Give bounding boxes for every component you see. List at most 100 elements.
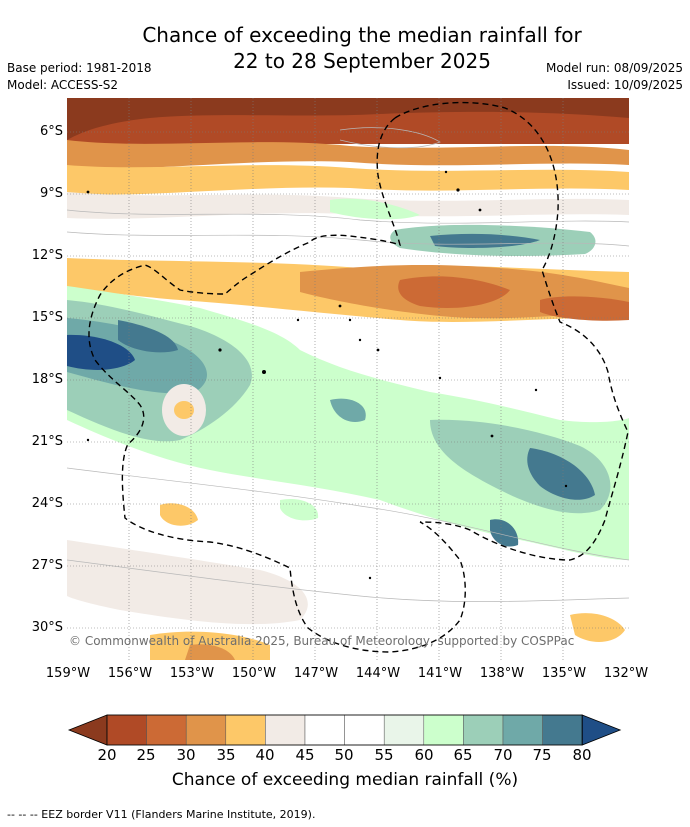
lat-label-24s: 24°S [31, 496, 63, 511]
lat-label-6s: 6°S [39, 124, 63, 139]
eez-footnote: -- -- -- EEZ border V11 (Flanders Marine… [7, 808, 316, 821]
colorbar-segment [185, 714, 227, 746]
colorbar-tick-75: 75 [532, 746, 552, 764]
colorbar-segment [225, 714, 266, 746]
dry-band-north-edge [67, 140, 629, 169]
island [438, 376, 442, 380]
title-line-1: Chance of exceeding the median rainfall … [142, 23, 582, 47]
island [444, 170, 448, 174]
dry-patch-south-3 [185, 644, 235, 660]
island [456, 188, 460, 192]
wet-patch-central [330, 398, 366, 422]
lon-label-153w: 153°W [169, 666, 215, 681]
colorbar-tick-25: 25 [136, 746, 156, 764]
very-dry-patch-north [67, 98, 629, 140]
contour-5 [339, 127, 441, 149]
eez-border-west [88, 117, 466, 653]
contour-3 [67, 467, 629, 561]
island [338, 304, 342, 308]
colorbar-tick-55: 55 [374, 746, 394, 764]
colorbar-label: Chance of exceeding median rainfall (%) [171, 770, 519, 790]
lat-label-18s: 18°S [31, 372, 63, 387]
lon-label-147w: 147°W [293, 666, 339, 681]
lon-label-150w: 150°W [231, 666, 277, 681]
colorbar-tick-35: 35 [216, 746, 236, 764]
dry-patch-south-1 [160, 503, 198, 526]
islands [86, 170, 568, 580]
contour-4 [67, 559, 629, 602]
neutral-region-south [67, 540, 308, 625]
island [368, 576, 372, 580]
dry-pocket-core [174, 401, 194, 419]
wet-patch-south [280, 498, 319, 521]
island [86, 190, 90, 194]
contour-2 [67, 231, 629, 247]
island [296, 318, 300, 322]
wet-core-southeast [527, 448, 595, 500]
lon-label-135w: 135°W [541, 666, 587, 681]
colorbar-extend-high [581, 714, 622, 746]
model-name: Model: ACCESS-S2 [7, 78, 119, 92]
colorbar-tick-20: 20 [97, 746, 117, 764]
lat-label-12s: 12°S [31, 248, 63, 263]
colorbar-tick-80: 80 [572, 746, 592, 764]
lon-label-141w: 141°W [417, 666, 463, 681]
lon-label-138w: 138°W [479, 666, 525, 681]
eez-border-east [394, 101, 629, 561]
contour-1 [67, 209, 629, 224]
colorbar-segment [463, 714, 504, 746]
model-run: Model run: 08/09/2025 [545, 61, 683, 75]
eez-borders [88, 101, 629, 653]
very-wet-core-west [67, 334, 135, 370]
colorbar-tick-40: 40 [255, 746, 275, 764]
island [534, 388, 538, 392]
drier-patch-east [540, 296, 629, 321]
contour-lines [67, 127, 629, 602]
lat-label-27s: 27°S [31, 558, 63, 573]
lon-label-132w: 132°W [603, 666, 649, 681]
issued-date: Issued: 10/09/2025 [567, 78, 683, 92]
meta-left: Base period: 1981-2018 Model: ACCESS-S2 [7, 60, 152, 94]
lat-label-15s: 15°S [31, 310, 63, 325]
graticule [67, 98, 629, 660]
island [262, 370, 266, 374]
dry-patch-southeast [570, 613, 625, 642]
lat-label-9s: 9°S [39, 186, 63, 201]
island [86, 438, 90, 442]
meta-right: Model run: 08/09/2025 Issued: 10/09/2025 [546, 60, 683, 94]
base-period: Base period: 1981-2018 [7, 61, 152, 75]
map-area [67, 98, 629, 660]
lat-label-21s: 21°S [31, 434, 63, 449]
island [348, 318, 352, 322]
colorbar-segment [542, 714, 583, 746]
colorbar-segment [146, 714, 187, 746]
island [564, 484, 568, 488]
lon-label-144w: 144°W [355, 666, 401, 681]
colorbar-segment [265, 714, 306, 746]
colorbar-segment [304, 714, 345, 746]
moderate-dry-band-north [67, 165, 629, 195]
colorbar-segment [106, 714, 147, 746]
colorbar-tick-70: 70 [493, 746, 513, 764]
lon-label-159w: 159°W [45, 666, 91, 681]
copyright-notice: © Commonwealth of Australia 2025, Bureau… [69, 634, 575, 648]
colorbar-tick-30: 30 [176, 746, 196, 764]
colorbar-tick-65: 65 [453, 746, 473, 764]
colorbar-tick-60: 60 [414, 746, 434, 764]
colorbar-segment [344, 714, 385, 746]
island [478, 208, 482, 212]
wet-core-west-2 [118, 320, 178, 353]
map-title: Chance of exceeding the median rainfall … [0, 22, 690, 74]
drier-patch-south [398, 276, 510, 309]
lon-label-156w: 156°W [107, 666, 153, 681]
island [376, 348, 380, 352]
colorbar-segment [502, 714, 543, 746]
wetter-region-west [67, 318, 207, 394]
lat-label-30s: 30°S [31, 620, 63, 635]
colorbar-segment [423, 714, 464, 746]
colorbar [67, 714, 622, 746]
island [218, 348, 222, 352]
island [358, 338, 362, 342]
wet-patch-north [330, 198, 420, 220]
